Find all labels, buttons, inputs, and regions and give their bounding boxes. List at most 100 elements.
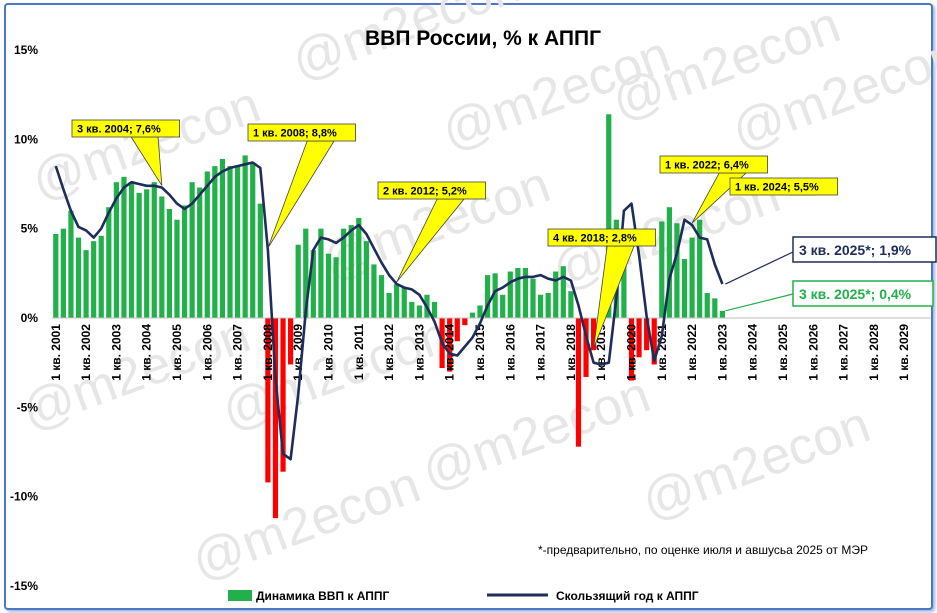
y-tick-label: 5% bbox=[21, 222, 39, 236]
bar bbox=[234, 166, 241, 318]
x-tick-label: 1 кв. 2005 bbox=[170, 324, 184, 381]
bar bbox=[681, 259, 688, 318]
y-tick-label: 15% bbox=[14, 43, 38, 57]
bar bbox=[121, 176, 127, 318]
bar-series bbox=[53, 114, 725, 519]
legend-bar-swatch bbox=[228, 590, 252, 601]
bar bbox=[212, 166, 218, 318]
bar bbox=[704, 292, 710, 318]
callout-box bbox=[659, 155, 768, 174]
bar bbox=[113, 182, 119, 318]
x-tick-label: 1 кв. 2024 bbox=[746, 324, 760, 381]
rolling-year-line bbox=[54, 161, 724, 461]
bar bbox=[492, 273, 498, 318]
bar bbox=[386, 292, 392, 318]
x-tick-label: 1 кв. 2029 bbox=[897, 324, 911, 381]
bar bbox=[666, 207, 672, 318]
bar bbox=[522, 267, 529, 318]
x-tick-label: 1 кв. 2004 bbox=[140, 324, 154, 381]
watermark-text: @m2econ bbox=[414, 365, 657, 501]
bar bbox=[325, 253, 332, 318]
bar bbox=[515, 267, 521, 318]
callout-box bbox=[247, 123, 356, 142]
bar bbox=[712, 298, 718, 318]
bar bbox=[91, 241, 97, 318]
watermark-text: @m2econ bbox=[634, 395, 877, 531]
x-tick-label: 1 кв. 2023 bbox=[715, 324, 729, 381]
bar bbox=[197, 187, 203, 318]
bar bbox=[83, 250, 89, 318]
bar bbox=[363, 241, 369, 318]
legend: Динамика ВВП к АППГ Скользящий год к АПП… bbox=[228, 589, 699, 603]
callout-box bbox=[71, 119, 180, 138]
bar bbox=[303, 228, 309, 318]
callout-label: 1 кв. 2008; 8,8% bbox=[253, 128, 337, 140]
bar bbox=[60, 228, 66, 318]
bar bbox=[174, 219, 180, 318]
x-tick-label: 1 кв. 2018 bbox=[564, 324, 578, 381]
y-tick-label: -5% bbox=[17, 400, 39, 414]
y-tick-label: 10% bbox=[14, 132, 38, 146]
bar bbox=[310, 250, 316, 318]
bar bbox=[591, 318, 597, 351]
x-tick-label: 1 кв. 2003 bbox=[109, 324, 123, 381]
bar bbox=[272, 318, 279, 519]
bar bbox=[447, 318, 453, 372]
watermark-text: @m2econ bbox=[184, 455, 427, 591]
x-tick-label: 1 кв. 2021 bbox=[655, 324, 669, 381]
callout-label: 2 кв. 2012; 5,2% bbox=[383, 186, 467, 198]
bar bbox=[477, 305, 483, 318]
bar bbox=[697, 219, 703, 318]
x-tick-label: 1 кв. 2017 bbox=[534, 324, 548, 381]
bar bbox=[628, 318, 635, 381]
legend-bar-label: Динамика ВВП к АППГ bbox=[256, 589, 390, 603]
bar bbox=[674, 223, 680, 318]
bar bbox=[159, 196, 165, 318]
bar-last-label: 3 кв. 2025*; 0,4% bbox=[799, 286, 912, 302]
bar bbox=[545, 292, 551, 318]
chart-frame bbox=[4, 3, 933, 610]
bar bbox=[431, 301, 438, 318]
bar bbox=[659, 221, 665, 318]
callout-label: 1 кв. 2022; 6,4% bbox=[665, 160, 749, 172]
bar bbox=[288, 318, 294, 365]
bar bbox=[484, 275, 491, 318]
bar bbox=[560, 266, 566, 318]
bar bbox=[227, 166, 233, 318]
bar bbox=[166, 208, 173, 318]
x-tick-label: 1 кв. 2028 bbox=[867, 324, 881, 381]
bar bbox=[106, 207, 112, 318]
bar bbox=[318, 228, 324, 318]
bar bbox=[454, 318, 460, 342]
bar bbox=[553, 271, 559, 318]
bar bbox=[530, 278, 536, 318]
bar bbox=[621, 259, 627, 318]
bar bbox=[257, 203, 263, 318]
bar bbox=[575, 318, 582, 447]
bar bbox=[469, 312, 476, 318]
bar bbox=[409, 301, 415, 318]
bar bbox=[144, 189, 150, 318]
x-tick-label: 1 кв. 2008 bbox=[261, 324, 275, 381]
callout-label: 1 кв. 2024; 5,5% bbox=[735, 182, 819, 194]
bar bbox=[242, 155, 248, 318]
x-tick-label: 1 кв. 2016 bbox=[503, 324, 517, 381]
callout-box bbox=[547, 228, 656, 247]
x-tick-label: 1 кв. 2013 bbox=[412, 324, 426, 381]
bar bbox=[280, 318, 286, 472]
bar bbox=[250, 162, 256, 318]
bar bbox=[295, 244, 301, 318]
bar bbox=[348, 225, 354, 318]
x-tick-label: 1 кв. 2007 bbox=[231, 324, 245, 381]
x-tick-label: 1 кв. 2026 bbox=[806, 324, 820, 381]
bar bbox=[98, 235, 104, 318]
bar bbox=[204, 171, 210, 318]
callouts: 3 кв. 2004; 7,6% 1 кв. 2008; 8,8% 2 кв. 20… bbox=[71, 119, 838, 349]
x-tick-label: 1 кв. 2027 bbox=[837, 324, 851, 381]
bar-label-leader bbox=[725, 293, 794, 312]
bar bbox=[636, 318, 642, 358]
bar bbox=[356, 217, 362, 318]
bar bbox=[651, 318, 657, 365]
bar bbox=[568, 291, 574, 318]
bar-last-box bbox=[792, 280, 934, 307]
